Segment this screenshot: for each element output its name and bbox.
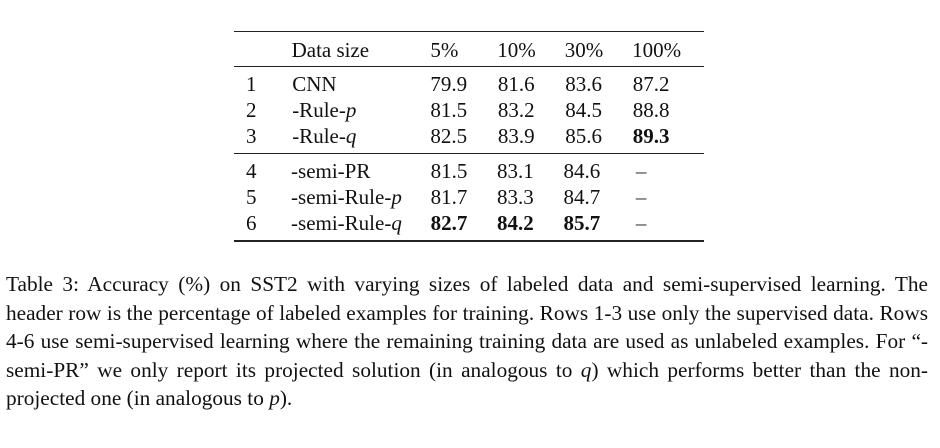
row-index: 3: [246, 123, 257, 148]
caption-text-b: ) which performs better than the non-pro…: [6, 357, 928, 411]
accuracy-cell: 85.6: [565, 123, 603, 148]
header-row: Data size 5% 10% 30% 100%: [234, 32, 704, 66]
row-method-name: -semi-Rule-q: [291, 210, 431, 240]
caption-var-q: q: [580, 357, 592, 382]
accuracy-cell: 84.7: [563, 184, 601, 209]
results-table: Data size 5% 10% 30% 100% 1 CNN 79.9 81.6 83…: [234, 31, 704, 242]
header-cell-100pct: 100%: [632, 37, 682, 62]
accuracy-cell: 87.2: [632, 71, 670, 96]
accuracy-cell: 89.3: [632, 123, 670, 148]
table-row: 5 -semi-Rule-p 81.7 83.3 84.7–: [234, 184, 704, 210]
bottom-rule: [234, 240, 704, 242]
method-name-variable: p: [345, 97, 357, 122]
accuracy-cell: 81.5: [430, 158, 468, 183]
row-method-name: CNN: [292, 67, 430, 97]
accuracy-cell: –: [635, 158, 647, 183]
accuracy-cell: 82.7: [430, 210, 468, 235]
group2-body: 4 -semi-PR 81.5 83.1 84.6–5 -semi-Rule-p 81.7 8…: [234, 154, 704, 240]
header-cell-index: [234, 32, 292, 66]
caption-text-c: ).: [279, 386, 293, 411]
method-name-text: -semi-Rule-: [291, 184, 392, 209]
row-index: 4: [246, 158, 257, 183]
group1-body: 1 CNN 79.9 81.6 83.6 87.2 2 -Rule-p 81.5 83.2 84.5…: [234, 67, 704, 153]
accuracy-cell: 83.3: [497, 184, 534, 209]
method-name-text: CNN: [292, 71, 337, 96]
table-row: 6 -semi-Rule-q 82.7 84.2 85.7–: [234, 210, 704, 240]
accuracy-cell: 81.6: [497, 71, 535, 96]
caption-text-a: Accuracy (%) on SST2 with varying sizes …: [6, 272, 929, 382]
accuracy-cell: 81.5: [430, 97, 468, 122]
table-row: 4 -semi-PR 81.5 83.1 84.6 –: [234, 154, 704, 184]
row-method-name: -Rule-q: [292, 123, 430, 153]
accuracy-cell: 83.9: [497, 123, 535, 148]
accuracy-cell: 79.9: [430, 71, 468, 96]
row-method-name: -semi-Rule-p: [291, 184, 431, 210]
header-rule: [234, 66, 704, 68]
row-index: 2: [246, 97, 257, 122]
accuracy-cell: 88.8: [632, 97, 670, 122]
method-name-text: -Rule-: [292, 123, 346, 148]
accuracy-cell: –: [635, 184, 647, 209]
header-cell-30pct: 30%: [564, 37, 604, 62]
header-cell-10pct: 10%: [497, 37, 536, 62]
table-row: 3 -Rule-q 82.5 83.9 85.6 89.3: [234, 123, 704, 153]
header-cell-5pct: 5%: [430, 37, 459, 62]
accuracy-cell: 84.6: [563, 158, 601, 183]
row-method-name: -semi-PR: [291, 154, 431, 184]
method-name-text: -semi-Rule-: [291, 210, 392, 235]
accuracy-cell: 85.7: [563, 210, 601, 235]
row-index: 1: [246, 71, 257, 96]
row-method-name: -Rule-p: [292, 97, 430, 123]
top-rule: [234, 31, 704, 33]
group1-table: 1 CNN 79.9 81.6 83.6 87.2 2 -Rule-p 81.5 83.2 84.5…: [234, 67, 704, 153]
table-caption: Table 3: Accuracy (%) on SST2 with varyi…: [6, 270, 928, 413]
header-cell-data-size: Data size: [291, 37, 370, 62]
row-index: 6: [246, 210, 257, 235]
table-row: 1 CNN 79.9 81.6 83.6 87.2: [234, 67, 704, 97]
method-name-text: -semi-PR: [291, 158, 371, 183]
accuracy-cell: 83.2: [497, 97, 535, 122]
method-name-variable: q: [345, 123, 357, 148]
method-name-text: -Rule-: [292, 97, 346, 122]
method-name-variable: q: [391, 210, 402, 235]
table-row: 2 -Rule-p 81.5 83.2 84.5 88.8: [234, 97, 704, 123]
accuracy-cell: 81.7: [430, 184, 468, 209]
results-table-grid: Data size 5% 10% 30% 100%: [234, 32, 704, 66]
caption-label: Table 3:: [6, 272, 79, 296]
accuracy-cell: –: [635, 210, 647, 235]
accuracy-cell: 83.1: [497, 158, 534, 183]
method-name-variable: p: [391, 184, 402, 209]
row-index: 5: [246, 184, 257, 209]
mid-rule: [234, 153, 704, 155]
accuracy-cell: 82.5: [430, 123, 468, 148]
caption-var-p: p: [269, 386, 280, 411]
group2-table: 4 -semi-PR 81.5 83.1 84.6–5 -semi-Rule-p 81.7 8…: [234, 154, 704, 240]
accuracy-cell: 83.6: [565, 71, 603, 96]
accuracy-cell: 84.5: [565, 97, 603, 122]
accuracy-cell: 84.2: [497, 210, 534, 235]
